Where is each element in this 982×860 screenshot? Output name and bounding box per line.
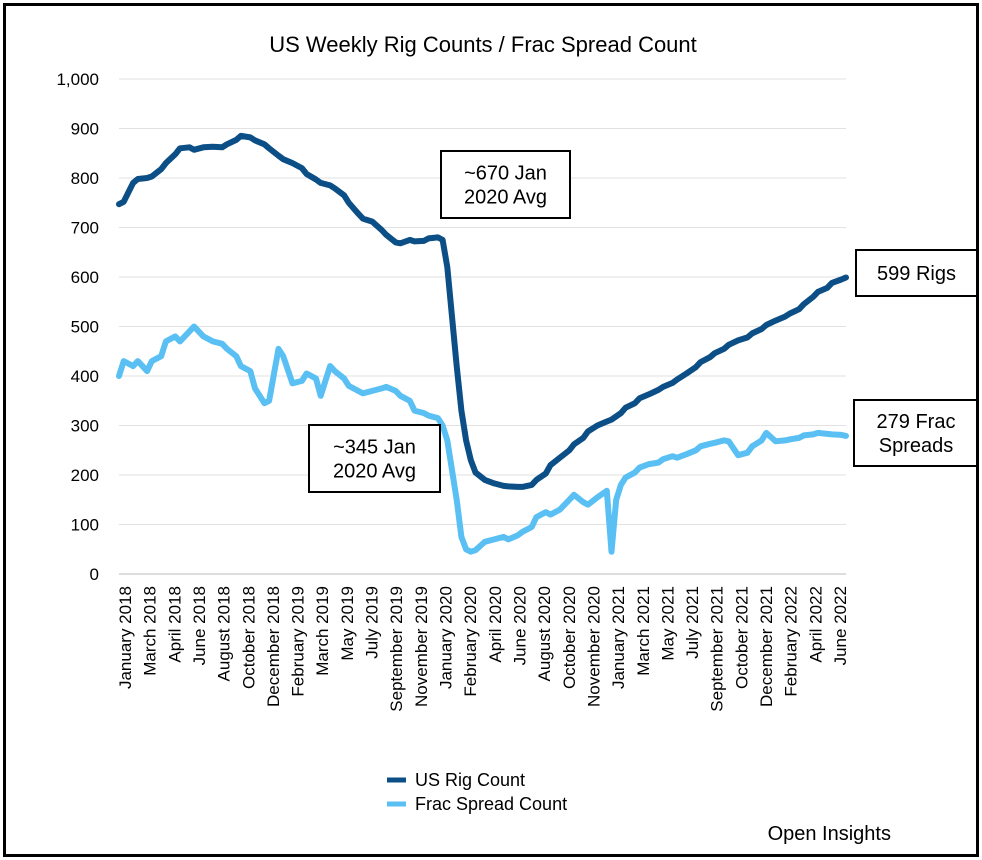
annotation-box (308, 424, 441, 493)
x-tick-label: October 2021 (732, 586, 751, 689)
x-tick-label: August 2020 (535, 586, 554, 681)
x-tick-label: October 2018 (239, 586, 258, 689)
annotation-text: 279 Frac (877, 411, 956, 433)
series-line (116, 132, 849, 490)
x-tick-label: July 2019 (363, 586, 382, 659)
annotation-text: 2020 Avg (333, 461, 416, 483)
y-tick-label: 300 (71, 417, 99, 436)
x-tick-label: January 2020 (437, 586, 456, 689)
x-tick-label: February 2022 (782, 586, 801, 697)
y-tick-label: 500 (71, 318, 99, 337)
x-tick-label: March 2019 (313, 586, 332, 676)
x-tick-label: June 2018 (190, 586, 209, 665)
x-tick-label: January 2021 (609, 586, 628, 689)
legend-label: US Rig Count (415, 770, 525, 790)
y-tick-label: 800 (71, 169, 99, 188)
annotation-callout: 599 Rigs (855, 249, 976, 297)
legend-label: Frac Spread Count (415, 794, 567, 814)
x-tick-label: April 2018 (165, 586, 184, 663)
x-tick-label: August 2018 (215, 586, 234, 681)
x-tick-label: June 2020 (510, 586, 529, 665)
y-tick-label: 100 (71, 516, 99, 535)
x-axis-ticks: January 2018 March 2018 April 2018 June 201… (116, 586, 850, 712)
annotation-text: 2020 Avg (464, 187, 547, 209)
annotation-text: ~670 Jan (464, 163, 547, 185)
x-tick-label: June 2022 (831, 586, 850, 665)
x-tick-label: October 2020 (560, 586, 579, 689)
x-tick-label: September 2019 (387, 586, 406, 712)
x-tick-label: November 2019 (412, 586, 431, 707)
x-tick-label: April 2022 (806, 586, 825, 663)
x-tick-label: September 2021 (708, 586, 727, 712)
x-tick-label: April 2020 (486, 586, 505, 663)
series-line (116, 323, 849, 555)
annotation-text: 599 Rigs (877, 263, 956, 285)
x-tick-label: May 2021 (658, 586, 677, 661)
legend-item: Frac Spread Count (387, 794, 567, 814)
x-tick-label: November 2020 (584, 586, 603, 707)
y-tick-label: 900 (71, 120, 99, 139)
annotation-text: Spreads (879, 435, 954, 457)
series-lines (116, 132, 849, 555)
x-tick-label: March 2018 (141, 586, 160, 676)
legend-item: US Rig Count (387, 770, 525, 790)
legend: US Rig Count Frac Spread Count (387, 770, 567, 814)
annotation-box (855, 249, 976, 297)
x-tick-label: December 2021 (757, 586, 776, 707)
x-tick-label: January 2018 (116, 586, 135, 689)
chart-title: US Weekly Rig Counts / Frac Spread Count (269, 32, 697, 57)
y-axis-ticks: 0 100 200 300 400 500 600 700 800 900 1,000 (56, 70, 99, 584)
chart: US Weekly Rig Counts / Frac Spread Count… (56, 32, 976, 845)
y-tick-label: 0 (90, 565, 99, 584)
annotation-text: ~345 Jan (333, 437, 416, 459)
annotation-box (440, 150, 571, 219)
y-tick-label: 200 (71, 466, 99, 485)
x-tick-label: February 2020 (461, 586, 480, 697)
x-tick-label: February 2019 (289, 586, 308, 697)
x-tick-label: March 2021 (634, 586, 653, 676)
annotation-box (853, 399, 976, 467)
x-tick-label: July 2021 (683, 586, 702, 659)
source-label: Open Insights (768, 823, 891, 845)
x-tick-label: May 2019 (338, 586, 357, 661)
y-tick-label: 400 (71, 367, 99, 386)
chart-frame: US Weekly Rig Counts / Frac Spread Count… (3, 3, 979, 857)
x-tick-label: December 2018 (264, 586, 283, 707)
y-tick-label: 700 (71, 219, 99, 238)
y-tick-label: 600 (71, 268, 99, 287)
y-tick-label: 1,000 (56, 70, 99, 89)
